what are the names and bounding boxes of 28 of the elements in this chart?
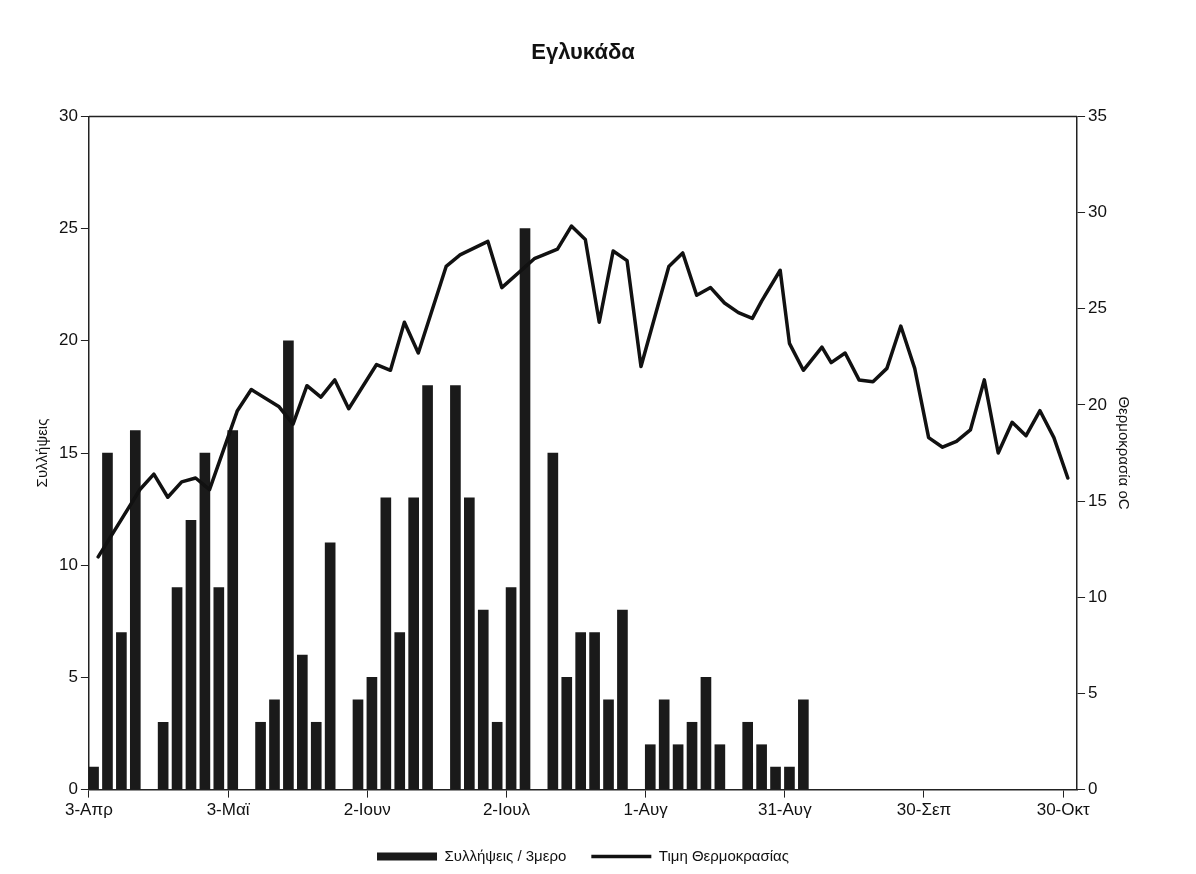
legend-label: Συλλήψεις / 3μερο [444,846,567,864]
y-tick-label: 15 [58,442,78,462]
x-tick-label: 2-Ιουν [343,800,391,820]
y2-tick-label: 0 [1088,779,1098,799]
x-tick-label: 1-Αυγ [623,800,669,820]
x-tick-label: 2-Ιουλ [482,800,531,820]
y-tick-label: 20 [58,330,78,350]
y-tick-label: 5 [68,667,78,687]
legend-label: Τιμη Θερμοκρασίας [658,846,789,864]
y2-tick-label: 30 [1088,202,1108,222]
y-tick-label: 30 [58,106,78,126]
y2-tick-label: 20 [1088,394,1108,414]
y2-tick-label: 15 [1088,490,1108,510]
y-tick-label: 10 [58,554,78,574]
y-tick-label: 25 [58,218,78,238]
y2-tick-label: 5 [1088,683,1098,703]
x-tick-label: 3-Μαϊ [206,800,251,820]
y-axis-title: Συλλήψεις [33,418,51,488]
y2-tick-label: 10 [1088,586,1108,606]
chart-title: Εγλυκάδα [531,39,636,65]
x-tick-label: 30-Οκτ [1036,800,1090,820]
x-tick-label: 31-Αυγ [757,800,813,820]
y2-tick-label: 35 [1088,106,1108,126]
x-tick-label: 3-Απρ [64,800,113,820]
y2-axis-title: Θερμοκρασία oC [1115,396,1133,510]
y-tick-label: 0 [68,779,78,799]
x-tick-label: 30-Σεπ [896,800,952,820]
y2-tick-label: 25 [1088,298,1108,318]
